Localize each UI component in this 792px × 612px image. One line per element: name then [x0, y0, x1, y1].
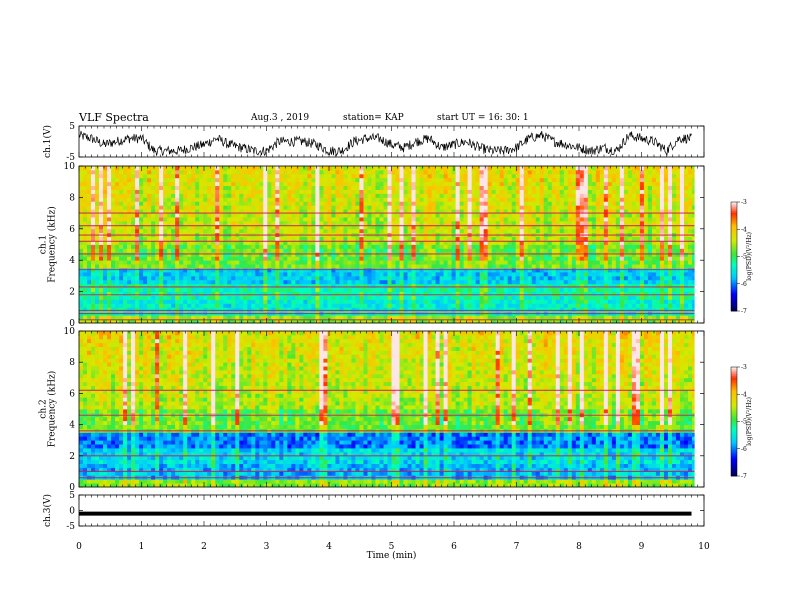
ch1-spec-tick-label: 6 [69, 225, 75, 235]
ch1-spec-axis-title: ch.1Frequency (kHz) [39, 206, 58, 283]
time-axis-title: Time (min) [367, 550, 417, 561]
ch1-trace [78, 130, 692, 157]
ch1-tick-label: 5 [69, 122, 75, 132]
ch1-spectrogram-panel: 0 2 4 6 8 10 ch.1Frequency (kHz) [39, 162, 705, 329]
time-tick-label: 4 [326, 542, 332, 552]
ch1-spec-tick-label: 0 [69, 319, 75, 329]
date-label: Aug.3 , 2019 [251, 113, 310, 123]
ch2-colorbar-tick-label: -5 [741, 419, 747, 426]
time-tick-label: 9 [639, 542, 645, 552]
ch2-spectrogram-panel: 0 2 4 6 8 10 ch.2Frequency (kHz) [39, 327, 705, 493]
station-label: station= KAP [343, 113, 404, 123]
ch1-colorbar: -3 -4 -5 -6 -7 log(PSD)(V²/Hz) [730, 199, 753, 315]
time-tick-label: 6 [451, 542, 457, 552]
ch1-colorbar-tick-label: -3 [741, 199, 747, 206]
ch2-spec-tick-label: 2 [69, 452, 75, 462]
ch2-colorbar-label: log(PSD)(V²/Hz) [746, 397, 753, 446]
ch2-colorbar-tick-label: -3 [741, 364, 747, 371]
ch1-spec-tick-label: 8 [69, 193, 75, 203]
ch1-colorbar-tick-label: -4 [741, 226, 747, 233]
ch2-spec-axis-title: ch.2Frequency (kHz) [39, 371, 58, 448]
ch1-colorbar-tick-label: -6 [741, 281, 747, 288]
time-tick-label: 5 [389, 542, 395, 552]
time-tick-label: 7 [514, 542, 520, 552]
ch2-spec-tick-label: 10 [64, 327, 76, 337]
time-tick-label: 3 [264, 542, 270, 552]
time-tick-label: 0 [76, 542, 82, 552]
time-tick-label: 10 [698, 542, 710, 552]
ch1-spec-tick-label: 4 [69, 256, 75, 266]
ch3-frame [78, 494, 705, 527]
ch2-spec-tick-label: 4 [69, 421, 75, 431]
ch1-colorbar-tick-label: -5 [741, 254, 747, 261]
ch3-tick-label: -5 [66, 522, 75, 532]
ch1-axis-title: ch.1(V) [42, 125, 53, 158]
ch2-spec-tick-label: 6 [69, 389, 75, 399]
ch1-spec-tick-label: 2 [69, 288, 75, 298]
ch3-axis-title: ch.3(V) [42, 494, 53, 527]
time-tick-label: 1 [139, 542, 145, 552]
time-axis: 0 1 2 3 4 5 6 7 8 9 10 Time (min) [76, 542, 710, 561]
ch2-colorbar-tick-label: -4 [741, 391, 747, 398]
ch3-tick-label: 0 [69, 507, 75, 517]
time-tick-label: 8 [576, 542, 582, 552]
ch2-spec-tick-label: 0 [69, 483, 75, 493]
ch2-colorbar-tick-label: -7 [741, 473, 747, 480]
ch2-colorbar-tick-label: -6 [741, 446, 747, 453]
time-tick-label: 2 [201, 542, 207, 552]
ch1-tick-label: -5 [66, 153, 75, 163]
ch3-tick-label: 5 [69, 491, 75, 501]
ch1-spec-tick-label: 10 [64, 162, 76, 172]
ch2-colorbar: -3 -4 -5 -6 -7 log(PSD)(V²/Hz) [730, 364, 753, 480]
ch1-colorbar-label: log(PSD)(V²/Hz) [746, 232, 753, 281]
ch1-colorbar-tick-label: -7 [741, 308, 747, 315]
start-time-label: start UT = 16: 30: 1 [437, 113, 529, 123]
ch3-waveform-panel: 5 0 -5 ch.3(V) [42, 491, 705, 532]
ch2-spec-tick-label: 8 [69, 358, 75, 368]
figure-title: VLF Spectra [79, 111, 149, 124]
ch1-waveform-panel: 5 -5 ch.1(V) [42, 122, 705, 163]
